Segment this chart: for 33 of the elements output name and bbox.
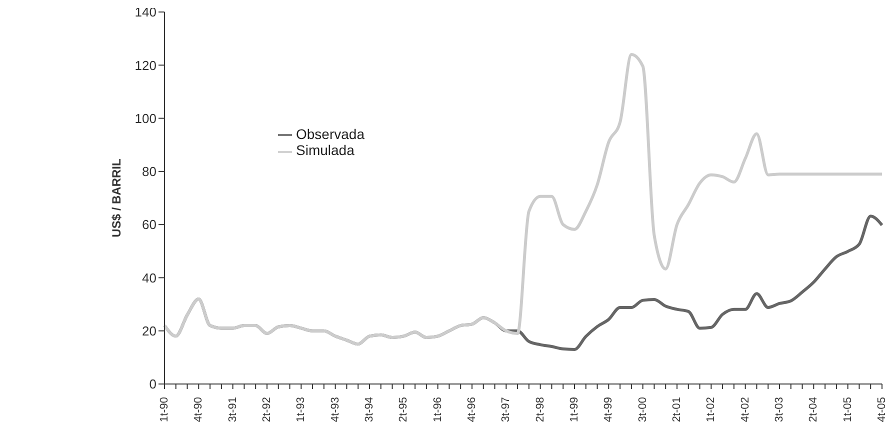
y-tick-label: 0 xyxy=(149,376,156,392)
x-tick-label: 1t-90 xyxy=(158,397,170,422)
x-tick-label: 3t-03 xyxy=(774,397,786,422)
x-tick-label: 4t-93 xyxy=(329,397,342,422)
x-tick-label: 4t-05 xyxy=(876,397,887,422)
x-tick-label: 1t-99 xyxy=(568,397,580,422)
x-tick-label: 2t-04 xyxy=(808,397,820,422)
y-tick-label: 80 xyxy=(142,164,156,180)
y-tick-label: 20 xyxy=(142,323,156,338)
x-tick-label: 1t-93 xyxy=(295,397,308,422)
x-tick-label: 2t-92 xyxy=(260,397,273,422)
legend-label: Simulada xyxy=(296,142,354,158)
x-tick-label: 4t-90 xyxy=(192,397,205,422)
x-tick-label: 2t-98 xyxy=(534,397,546,422)
x-tick-label: 4t-99 xyxy=(602,397,615,422)
y-tick-label: 40 xyxy=(142,270,156,286)
x-tick-label: 1t-02 xyxy=(705,397,718,422)
y-tick-label: 120 xyxy=(134,58,156,73)
x-tick-label: 2t-01 xyxy=(670,397,683,422)
x-tick-label: 3t-97 xyxy=(500,397,512,422)
x-tick-label: 3t-00 xyxy=(636,397,649,422)
y-tick-label: 100 xyxy=(134,110,156,126)
line-series xyxy=(162,53,884,346)
x-tick-label: 3t-91 xyxy=(226,397,239,422)
legend-label: Observada xyxy=(296,126,364,142)
x-tick-label: 4t-96 xyxy=(466,397,478,422)
x-tick-label: 1t-05 xyxy=(842,397,854,422)
y-tick-label: 60 xyxy=(142,217,156,232)
x-tick-label: 2t-95 xyxy=(398,397,410,422)
x-tick-label: 1t-96 xyxy=(432,397,444,422)
x-tick-label: 3t-94 xyxy=(363,397,376,422)
y-axis-title: US$ / BARRIL xyxy=(110,158,124,238)
x-tick-label: 4t-02 xyxy=(739,397,752,422)
